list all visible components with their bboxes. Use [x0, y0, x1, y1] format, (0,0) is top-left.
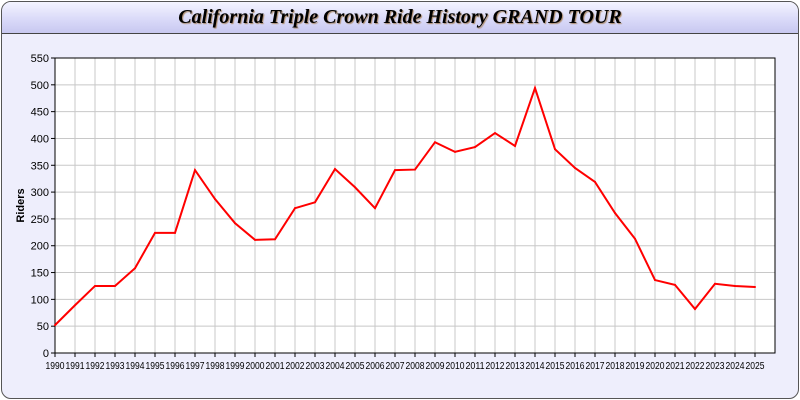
x-tick-label: 2023 — [706, 361, 725, 372]
data-point — [314, 201, 316, 204]
x-tick-label: 1994 — [126, 361, 145, 372]
data-point — [234, 222, 236, 225]
x-tick-label: 2014 — [526, 361, 545, 372]
data-point — [614, 212, 616, 215]
x-tick-label: 2006 — [366, 361, 385, 372]
data-point — [94, 284, 96, 287]
x-tick-label: 2011 — [466, 361, 485, 372]
x-tick-label: 2001 — [266, 361, 285, 372]
data-point — [214, 198, 216, 201]
x-tick-label: 2000 — [246, 361, 265, 372]
data-point — [114, 284, 116, 287]
x-tick-label: 1995 — [146, 361, 165, 372]
data-point — [714, 282, 716, 285]
y-tick-label: 450 — [31, 107, 49, 119]
data-point — [414, 168, 416, 171]
x-tick-label: 2002 — [286, 361, 305, 372]
x-tick-label: 2017 — [586, 361, 605, 372]
y-tick-label: 50 — [37, 321, 49, 333]
y-tick-label: 400 — [31, 133, 49, 145]
data-point — [394, 169, 396, 172]
data-point — [734, 284, 736, 287]
data-point — [254, 238, 256, 241]
x-tick-label: 2013 — [506, 361, 525, 372]
x-tick-label: 2005 — [346, 361, 365, 372]
x-tick-label: 2010 — [446, 361, 465, 372]
data-point — [654, 279, 656, 282]
x-tick-label: 2022 — [686, 361, 705, 372]
data-point — [374, 207, 376, 210]
x-tick-label: 2015 — [546, 361, 565, 372]
y-tick-label: 350 — [31, 160, 49, 172]
x-tick-label: 2008 — [406, 361, 425, 372]
y-tick-label: 250 — [31, 214, 49, 226]
x-tick-label: 1997 — [186, 361, 205, 372]
x-tick-label: 2016 — [566, 361, 585, 372]
data-point — [74, 304, 76, 307]
data-point — [574, 166, 576, 169]
x-tick-label: 2021 — [666, 361, 685, 372]
x-tick-label: 1998 — [206, 361, 225, 372]
x-tick-label: 2019 — [626, 361, 645, 372]
x-tick-label: 2004 — [326, 361, 345, 372]
y-tick-label: 100 — [31, 294, 49, 306]
data-point — [54, 324, 56, 327]
y-tick-label: 150 — [31, 268, 49, 280]
data-point — [634, 237, 636, 240]
y-tick-label: 300 — [31, 187, 49, 199]
x-tick-label: 1990 — [46, 361, 65, 372]
data-point — [534, 87, 536, 90]
x-tick-label: 2007 — [386, 361, 405, 372]
x-tick-label: 1993 — [106, 361, 125, 372]
y-tick-label: 550 — [31, 53, 49, 65]
data-point — [334, 168, 336, 171]
y-tick-label: 0 — [43, 348, 49, 360]
y-tick-label: 200 — [31, 241, 49, 253]
x-tick-label: 1999 — [226, 361, 245, 372]
x-tick-label: 2025 — [746, 361, 765, 372]
data-point — [154, 231, 156, 234]
data-point — [594, 180, 596, 183]
data-point — [174, 231, 176, 234]
x-tick-label: 1992 — [86, 361, 105, 372]
data-point — [494, 132, 496, 135]
chart-title: California Triple Crown Ride History GRA… — [178, 6, 622, 28]
data-point — [274, 238, 276, 241]
data-point — [474, 146, 476, 149]
x-tick-label: 2018 — [606, 361, 625, 372]
plot-border — [54, 57, 776, 354]
data-point — [134, 267, 136, 270]
x-tick-label: 1991 — [66, 361, 85, 372]
data-point — [514, 144, 516, 147]
data-point — [454, 150, 456, 153]
y-axis-label: Riders — [15, 188, 27, 222]
data-point — [434, 141, 436, 144]
title-bar: California Triple Crown Ride History GRA… — [2, 2, 798, 34]
x-tick-label: 2024 — [726, 361, 745, 372]
data-point — [554, 148, 556, 151]
data-point — [354, 186, 356, 189]
x-tick-label: 1996 — [166, 361, 185, 372]
x-tick-label: 2009 — [426, 361, 445, 372]
data-point — [694, 308, 696, 311]
data-point — [754, 286, 756, 289]
data-point — [194, 169, 196, 172]
x-tick-label: 2003 — [306, 361, 325, 372]
x-tick-label: 2020 — [646, 361, 665, 372]
y-tick-label: 500 — [31, 80, 49, 92]
data-point — [294, 207, 296, 210]
data-point — [674, 283, 676, 286]
x-tick-label: 2012 — [486, 361, 505, 372]
series-line — [54, 84, 756, 326]
